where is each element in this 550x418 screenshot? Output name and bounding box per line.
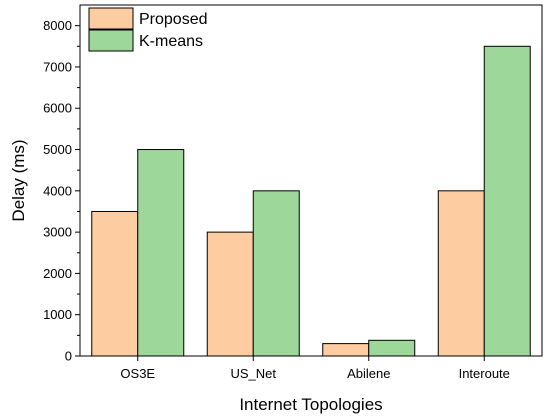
bar-proposed-abilene — [322, 343, 370, 357]
x-axis: OS3E US_Net Abilene Interoute — [120, 356, 510, 381]
legend-swatch-proposed — [88, 7, 134, 30]
legend: Proposed K-means — [88, 7, 208, 52]
y-tick-label: 5000 — [43, 142, 72, 157]
y-axis-title: Delay (ms) — [9, 139, 28, 221]
y-tick-label: 6000 — [43, 101, 72, 116]
legend-label-proposed: Proposed — [139, 11, 208, 28]
bar-proposed-os3e — [91, 210, 139, 357]
bar-k-means-interoute — [483, 45, 531, 357]
y-tick-label: 1000 — [43, 307, 72, 322]
bar-k-means-abilene — [368, 339, 416, 357]
y-tick-label: 3000 — [43, 225, 72, 240]
legend-swatch-k-means — [88, 29, 134, 52]
x-tick-label: US_Net — [230, 366, 276, 381]
bars-group — [91, 45, 531, 357]
y-tick-label: 0 — [65, 349, 72, 364]
y-tick-label: 2000 — [43, 266, 72, 281]
x-tick-label: Interoute — [459, 366, 510, 381]
x-tick-label: OS3E — [120, 366, 155, 381]
bar-k-means-us-net — [252, 190, 300, 357]
y-tick-label: 8000 — [43, 18, 72, 33]
y-tick-label: 4000 — [43, 183, 72, 198]
legend-label-k-means: K-means — [139, 33, 203, 50]
x-axis-title: Internet Topologies — [239, 395, 382, 414]
x-tick-label: Abilene — [347, 366, 390, 381]
bar-k-means-os3e — [137, 149, 185, 357]
bar-proposed-us-net — [206, 231, 254, 357]
plot-frame — [79, 4, 543, 357]
y-axis: 0 1000 2000 3000 4000 5000 6000 7000 8000 — [43, 18, 80, 364]
bar-proposed-interoute — [437, 190, 485, 357]
y-tick-label: 7000 — [43, 59, 72, 74]
